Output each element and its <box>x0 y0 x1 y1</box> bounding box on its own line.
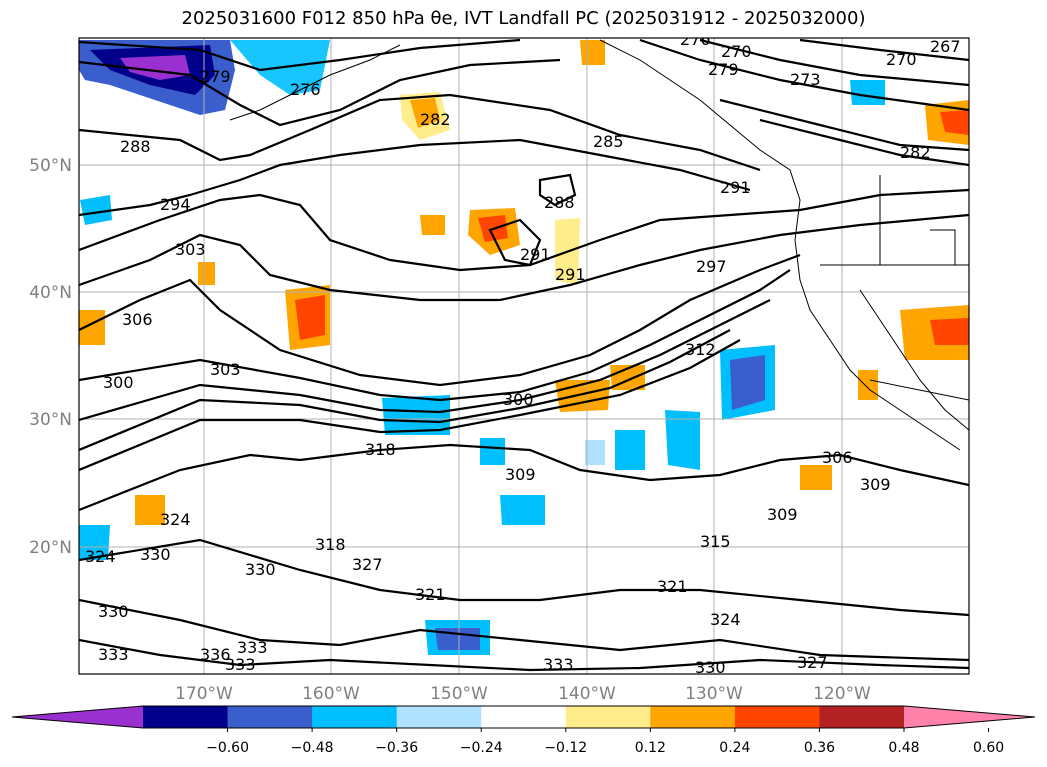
contour-label: 333 <box>543 655 574 674</box>
lat-label-20: 20°N <box>29 538 72 558</box>
contour-labels: 279 276 282 285 288 288 291 291 291 294 … <box>85 30 961 677</box>
figure-title: 2025031600 F012 850 hPa θe, IVT Landfall… <box>181 8 866 29</box>
contour-label: 324 <box>85 547 116 566</box>
lat-label-30: 30°N <box>29 410 72 430</box>
contour-label: 282 <box>420 110 451 129</box>
contour-label: 276 <box>290 80 321 99</box>
contour-label: 270 <box>721 42 752 61</box>
contour-label: 333 <box>237 638 268 657</box>
contour-label: 276 <box>680 30 711 49</box>
contour-label: 321 <box>657 577 688 596</box>
lat-label-50: 50°N <box>29 156 72 176</box>
lon-label-120w: 120°W <box>813 684 871 704</box>
contour-label: 291 <box>520 245 551 264</box>
contour-label: 282 <box>900 143 931 162</box>
contour-label: 324 <box>710 610 741 629</box>
contour-label: 303 <box>210 360 241 379</box>
contour-label: 297 <box>696 257 727 276</box>
colorbar-segment <box>227 706 313 728</box>
colorbar-tick-label: −0.12 <box>544 740 587 756</box>
lon-label-150w: 150°W <box>430 684 488 704</box>
contour-label: 330 <box>695 658 726 677</box>
colorbar-tick-label: 0.12 <box>635 740 666 756</box>
contour-label: 309 <box>767 505 798 524</box>
graticule <box>79 38 969 674</box>
contour-label: 306 <box>122 310 153 329</box>
contour-label: 294 <box>160 195 191 214</box>
contour-label: 321 <box>415 585 446 604</box>
colorbar-segment <box>650 706 736 728</box>
contour-label: 309 <box>505 465 536 484</box>
contour-label: 291 <box>720 178 751 197</box>
colorbar-tick-label: 0.48 <box>888 740 919 756</box>
colorbar-segment <box>481 706 567 728</box>
colorbar-segment <box>396 706 482 728</box>
contour-label: 330 <box>98 602 129 621</box>
contour-label: 327 <box>352 555 383 574</box>
contour-label: 318 <box>315 535 346 554</box>
contour-label: 279 <box>708 60 739 79</box>
contour-label: 267 <box>930 37 961 56</box>
colorbar: −0.60 −0.48 −0.36 −0.24 −0.12 0.12 0.24 0.36 0.4… <box>11 705 1036 756</box>
colorbar-segment <box>819 706 905 728</box>
colorbar-extend-max <box>904 706 1035 728</box>
colorbar-tick-label: 0.60 <box>973 740 1004 756</box>
contour-label: 285 <box>593 132 624 151</box>
contour-label: 300 <box>503 390 534 409</box>
contour-label: 300 <box>103 373 134 392</box>
contour-label: 303 <box>175 240 206 259</box>
contour-label: 315 <box>700 532 731 551</box>
shaded-anomalies <box>79 40 969 655</box>
colorbar-segment <box>565 706 651 728</box>
contour-label: 333 <box>98 645 129 664</box>
contour-label: 333 <box>225 655 256 674</box>
contour-label: 312 <box>685 340 716 359</box>
contour-label: 330 <box>140 545 171 564</box>
colorbar-tick-label: 0.36 <box>804 740 835 756</box>
contour-label: 324 <box>160 510 191 529</box>
contour-label: 279 <box>200 67 231 86</box>
contour-label: 288 <box>120 137 151 156</box>
contour-label: 288 <box>544 193 575 212</box>
colorbar-segment <box>312 706 398 728</box>
map-frame <box>78 37 970 675</box>
colorbar-tick-label: −0.60 <box>206 740 249 756</box>
lon-label-160w: 160°W <box>302 684 360 704</box>
lon-label-170w: 170°W <box>175 684 233 704</box>
colorbar-segment <box>734 706 820 728</box>
colorbar-outline <box>11 705 1036 729</box>
contour-label: 273 <box>790 70 821 89</box>
contour-label: 270 <box>886 50 917 69</box>
colorbar-tick-label: 0.24 <box>719 740 750 756</box>
contour-label: 330 <box>245 560 276 579</box>
contour-label: 291 <box>555 265 586 284</box>
colorbar-segment <box>143 706 229 728</box>
lon-label-140w: 140°W <box>558 684 616 704</box>
colorbar-extend-min <box>12 706 143 728</box>
theta-e-contours <box>79 38 969 672</box>
longitude-labels: 170°W 160°W 150°W 140°W 130°W 120°W <box>175 684 871 704</box>
colorbar-tick-label: −0.36 <box>375 740 418 756</box>
contour-label: 318 <box>365 440 396 459</box>
latitude-labels: 50°N 40°N 30°N 20°N <box>29 156 72 558</box>
colorbar-tick-label: −0.48 <box>291 740 334 756</box>
lat-label-40: 40°N <box>29 283 72 303</box>
contour-label: 309 <box>860 475 891 494</box>
contour-label: 336 <box>200 645 231 664</box>
lon-label-130w: 130°W <box>685 684 743 704</box>
contour-label: 327 <box>797 653 828 672</box>
map-background <box>79 38 969 674</box>
contour-label: 306 <box>822 448 853 467</box>
colorbar-tick-label: −0.24 <box>460 740 503 756</box>
